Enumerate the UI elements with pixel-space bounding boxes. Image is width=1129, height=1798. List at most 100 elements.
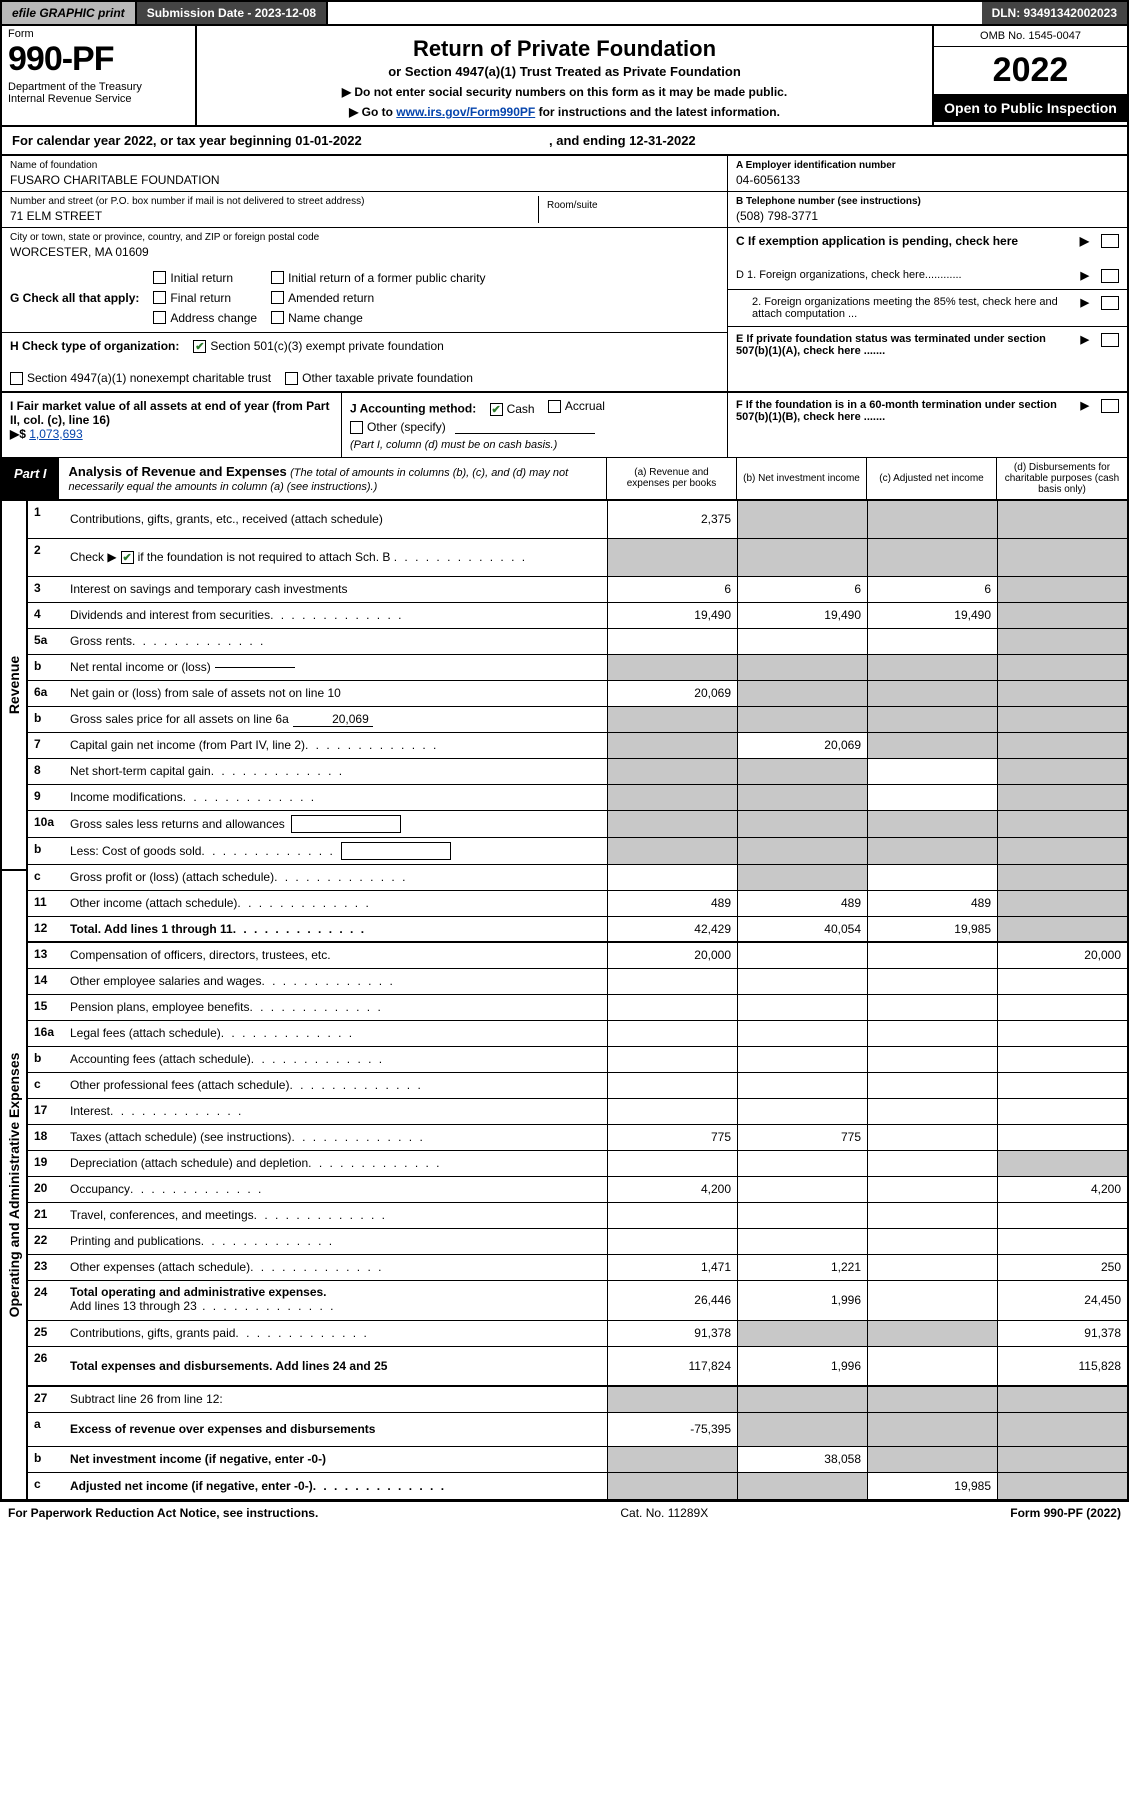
side-expenses: Operating and Administrative Expenses	[2, 869, 28, 1499]
row-27c: c Adjusted net income (if negative, ente…	[28, 1473, 1127, 1499]
header-right: OMB No. 1545-0047 2022 Open to Public In…	[932, 26, 1127, 125]
col-b-head: (b) Net investment income	[737, 458, 867, 499]
irs-label: Internal Revenue Service	[8, 93, 189, 105]
dept-label: Department of the Treasury	[8, 81, 189, 93]
row-16b: b Accounting fees (attach schedule)	[28, 1047, 1127, 1073]
efile-badge[interactable]: efile GRAPHIC print	[2, 2, 137, 24]
row-6a: 6a Net gain or (loss) from sale of asset…	[28, 681, 1127, 707]
h-line: H Check type of organization: Section 50…	[2, 333, 727, 391]
row-18: 18 Taxes (attach schedule) (see instruct…	[28, 1125, 1127, 1151]
f-cell: F If the foundation is in a 60-month ter…	[727, 393, 1127, 457]
name-value: FUSARO CHARITABLE FOUNDATION	[10, 173, 719, 187]
row-5a: 5a Gross rents	[28, 629, 1127, 655]
submission-date: Submission Date - 2023-12-08	[137, 2, 328, 24]
form990pf-link[interactable]: www.irs.gov/Form990PF	[396, 105, 535, 119]
room-label: Room/suite	[547, 200, 711, 211]
arrow-icon: ▶	[1081, 296, 1089, 309]
g-initial[interactable]: Initial return	[153, 271, 257, 285]
row-26: 26 Total expenses and disbursements. Add…	[28, 1347, 1127, 1387]
g-addr-change[interactable]: Address change	[153, 311, 257, 325]
tax-year: 2022	[934, 47, 1127, 94]
page-footer: For Paperwork Reduction Act Notice, see …	[0, 1501, 1129, 1524]
cal-end: 12-31-2022	[629, 133, 696, 148]
row-9: 9 Income modifications	[28, 785, 1127, 811]
row-27: 27 Subtract line 26 from line 12:	[28, 1387, 1127, 1413]
addr-label: Number and street (or P.O. box number if…	[10, 196, 538, 207]
r1-a: 2,375	[607, 501, 737, 538]
g-amended[interactable]: Amended return	[271, 291, 485, 305]
room-cell: Room/suite	[539, 196, 719, 223]
ein-value: 04-6056133	[736, 173, 1119, 187]
r6b-input[interactable]: 20,069	[293, 712, 373, 727]
g-label: G Check all that apply:	[10, 291, 139, 305]
row-12: 12 Total. Add lines 1 through 11 42,429 …	[28, 917, 1127, 943]
form-number: 990-PF	[8, 40, 189, 79]
top-bar: efile GRAPHIC print Submission Date - 20…	[0, 0, 1129, 26]
j-accrual[interactable]: Accrual	[548, 399, 605, 413]
j-other[interactable]: Other (specify)	[350, 420, 446, 434]
header-left: Form 990-PF Department of the Treasury I…	[2, 26, 197, 125]
row-7: 7 Capital gain net income (from Part IV,…	[28, 733, 1127, 759]
ein-label: A Employer identification number	[736, 160, 1119, 171]
sch-b-checkbox[interactable]	[121, 551, 134, 564]
row-6b: b Gross sales price for all assets on li…	[28, 707, 1127, 733]
c-checkbox[interactable]	[1101, 234, 1119, 248]
ij-row: I Fair market value of all assets at end…	[0, 393, 1129, 458]
d2-label: 2. Foreign organizations meeting the 85%…	[752, 296, 1075, 320]
checks-left: G Check all that apply: Initial return F…	[2, 263, 727, 391]
g-initial-former[interactable]: Initial return of a former public charit…	[271, 271, 485, 285]
i-value[interactable]: 1,073,693	[29, 427, 82, 441]
cal-begin: 01-01-2022	[295, 133, 362, 148]
f-checkbox[interactable]	[1101, 399, 1119, 413]
form-label: Form	[8, 28, 189, 40]
main-table: Revenue Operating and Administrative Exp…	[0, 501, 1129, 1501]
r1-b	[737, 501, 867, 538]
h-other-taxable[interactable]: Other taxable private foundation	[285, 371, 473, 385]
row-11: 11 Other income (attach schedule) 489 48…	[28, 891, 1127, 917]
d1-row: D 1. Foreign organizations, check here..…	[728, 263, 1127, 290]
j-cash[interactable]: Cash	[490, 402, 535, 416]
r10a-input[interactable]	[291, 815, 401, 833]
j-label: J Accounting method:	[350, 402, 476, 416]
address-row: Number and street (or P.O. box number if…	[2, 192, 727, 228]
cal-mid: , and ending	[549, 133, 629, 148]
cal-pre: For calendar year 2022, or tax year begi…	[12, 133, 295, 148]
row-27a: a Excess of revenue over expenses and di…	[28, 1413, 1127, 1447]
row-24: 24 Total operating and administrative ex…	[28, 1281, 1127, 1321]
e-checkbox[interactable]	[1101, 333, 1119, 347]
tel-label: B Telephone number (see instructions)	[736, 196, 1119, 207]
topbar-spacer	[328, 2, 981, 24]
row-25: 25 Contributions, gifts, grants paid 91,…	[28, 1321, 1127, 1347]
row-10b: b Less: Cost of goods sold	[28, 838, 1127, 865]
h-label: H Check type of organization:	[10, 339, 179, 353]
ein-row: A Employer identification number 04-6056…	[728, 156, 1127, 192]
h-4947[interactable]: Section 4947(a)(1) nonexempt charitable …	[10, 371, 271, 385]
city-row: City or town, state or province, country…	[2, 228, 727, 263]
d2-checkbox[interactable]	[1101, 296, 1119, 310]
h-501c3[interactable]: Section 501(c)(3) exempt private foundat…	[193, 339, 443, 353]
row-5b: b Net rental income or (loss)	[28, 655, 1127, 681]
row-19: 19 Depreciation (attach schedule) and de…	[28, 1151, 1127, 1177]
row-14: 14 Other employee salaries and wages	[28, 969, 1127, 995]
row-4: 4 Dividends and interest from securities…	[28, 603, 1127, 629]
instr2-post: for instructions and the latest informat…	[535, 105, 780, 119]
header-mid: Return of Private Foundation or Section …	[197, 26, 932, 125]
part1-badge: Part I	[2, 458, 59, 499]
d1-checkbox[interactable]	[1101, 269, 1119, 283]
row-20: 20 Occupancy 4,200 4,200	[28, 1177, 1127, 1203]
row-8: 8 Net short-term capital gain	[28, 759, 1127, 785]
i-cell: I Fair market value of all assets at end…	[2, 393, 342, 457]
row-1: 1 Contributions, gifts, grants, etc., re…	[28, 501, 1127, 539]
open-to-public: Open to Public Inspection	[934, 94, 1127, 122]
addr-value: 71 ELM STREET	[10, 209, 538, 223]
dln-label: DLN: 93491342002023	[982, 2, 1127, 24]
row-21: 21 Travel, conferences, and meetings	[28, 1203, 1127, 1229]
row-13: 13 Compensation of officers, directors, …	[28, 943, 1127, 969]
row-23: 23 Other expenses (attach schedule) 1,47…	[28, 1255, 1127, 1281]
g-final[interactable]: Final return	[153, 291, 257, 305]
r5b-input[interactable]	[215, 667, 295, 668]
r10b-input[interactable]	[341, 842, 451, 860]
arrow-icon: ▶	[1080, 234, 1089, 248]
g-name-change[interactable]: Name change	[271, 311, 485, 325]
form-header: Form 990-PF Department of the Treasury I…	[0, 26, 1129, 127]
